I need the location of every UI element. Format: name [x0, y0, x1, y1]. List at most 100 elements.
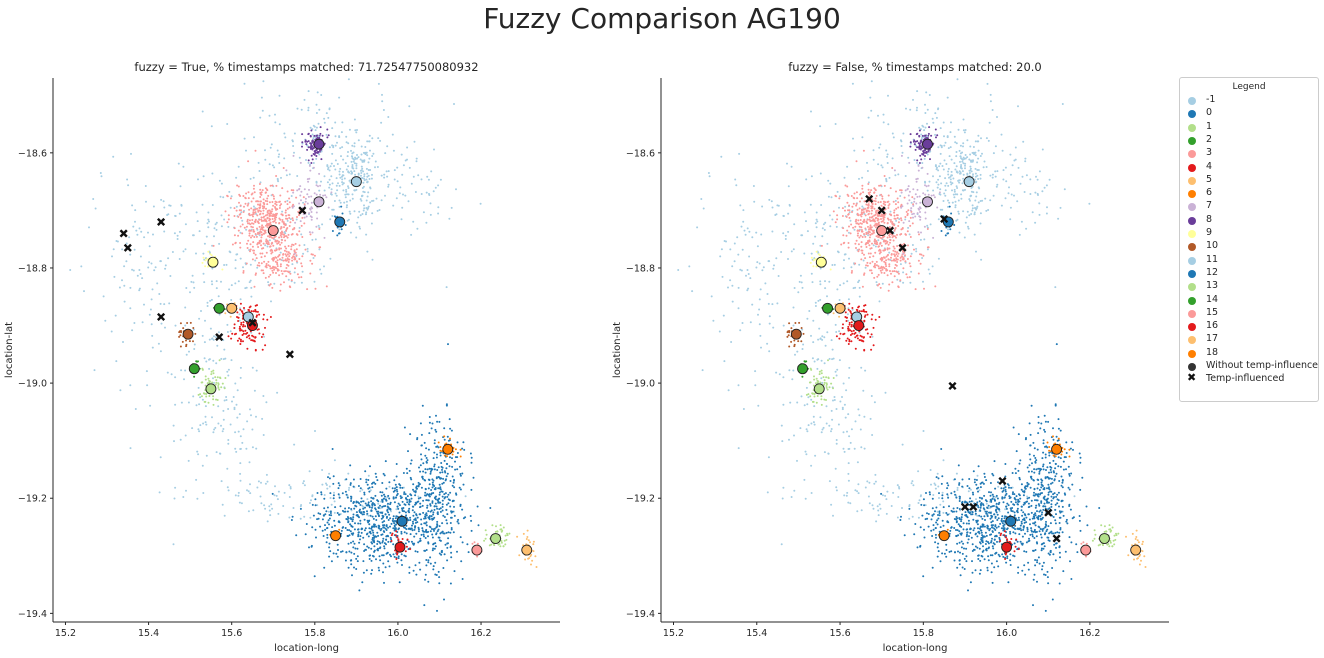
point — [174, 403, 177, 406]
point — [434, 186, 437, 189]
point — [1018, 462, 1021, 465]
point — [455, 188, 457, 191]
point — [983, 476, 986, 478]
point — [733, 260, 736, 263]
point — [838, 206, 840, 209]
point — [1005, 507, 1008, 510]
point — [929, 493, 931, 496]
point — [368, 554, 371, 557]
point — [1045, 524, 1048, 527]
point — [425, 191, 428, 194]
point — [350, 497, 353, 500]
point — [412, 175, 415, 178]
point — [931, 265, 934, 268]
point — [1034, 512, 1037, 515]
point — [1041, 190, 1044, 193]
points-layer — [677, 78, 1147, 612]
point — [164, 264, 167, 267]
point — [891, 132, 894, 135]
point — [731, 300, 734, 303]
point — [184, 306, 187, 309]
point — [300, 281, 303, 284]
figure-title: Fuzzy Comparison AG190 — [483, 2, 841, 35]
point — [419, 496, 422, 499]
point — [830, 339, 833, 342]
point — [288, 484, 291, 487]
point — [961, 513, 964, 516]
point — [327, 510, 330, 513]
point — [835, 439, 838, 441]
point — [141, 277, 144, 280]
point — [792, 248, 795, 251]
point — [778, 373, 781, 376]
point — [138, 269, 141, 271]
point — [189, 291, 191, 294]
point — [320, 272, 323, 275]
point — [747, 287, 750, 290]
point — [417, 174, 420, 177]
point — [986, 526, 989, 529]
point — [912, 98, 914, 101]
point — [980, 529, 983, 532]
point — [993, 513, 996, 516]
point — [979, 486, 982, 489]
point — [873, 482, 876, 485]
point — [861, 176, 864, 179]
point — [969, 528, 972, 531]
point — [218, 242, 221, 245]
point — [707, 172, 710, 174]
point — [771, 206, 774, 209]
point — [192, 395, 195, 398]
point — [437, 212, 440, 215]
point — [318, 108, 321, 111]
point — [1029, 178, 1032, 181]
point — [328, 169, 331, 172]
point — [218, 452, 221, 455]
point — [909, 281, 912, 284]
point — [428, 194, 431, 196]
point — [923, 504, 926, 507]
point — [332, 475, 335, 478]
point — [129, 253, 132, 256]
point — [885, 177, 888, 180]
point — [824, 280, 826, 283]
point — [360, 497, 363, 500]
point — [984, 499, 987, 502]
point — [896, 516, 899, 519]
point — [192, 281, 195, 284]
point — [843, 450, 846, 453]
point — [308, 546, 310, 549]
point — [273, 166, 276, 169]
point — [790, 496, 793, 498]
point — [1041, 511, 1044, 514]
point — [905, 107, 907, 110]
point — [163, 206, 166, 209]
point — [1009, 553, 1012, 556]
point — [962, 118, 965, 121]
x-tick-label: 15.8 — [913, 628, 934, 639]
point — [958, 483, 961, 486]
point — [270, 143, 273, 146]
point — [924, 518, 927, 521]
point — [937, 550, 940, 553]
point — [1075, 543, 1078, 546]
point — [768, 315, 771, 318]
point — [227, 225, 230, 228]
point — [351, 518, 354, 521]
point — [398, 504, 401, 507]
point — [344, 507, 347, 510]
point — [793, 434, 795, 437]
point — [367, 474, 370, 477]
point — [184, 248, 187, 251]
point — [323, 189, 326, 192]
point — [205, 360, 208, 363]
point — [129, 384, 132, 387]
point — [761, 205, 764, 208]
point — [757, 313, 759, 316]
point — [1023, 191, 1026, 193]
point — [134, 220, 136, 223]
point — [816, 358, 819, 361]
point — [1011, 526, 1014, 529]
point — [1009, 530, 1012, 533]
point — [132, 269, 135, 272]
